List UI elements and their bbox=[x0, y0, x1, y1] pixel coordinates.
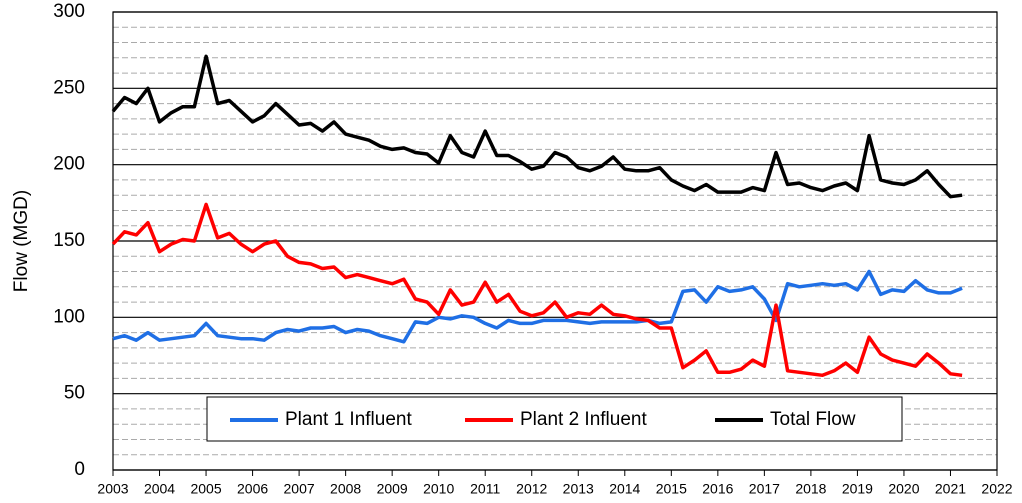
x-tick-label: 2011 bbox=[470, 481, 500, 497]
x-tick-label: 2022 bbox=[981, 481, 1012, 497]
y-tick-label: 50 bbox=[64, 383, 85, 404]
line bbox=[111, 202, 963, 378]
y-tick-label: 0 bbox=[74, 459, 85, 480]
x-tick-label: 2020 bbox=[888, 481, 919, 497]
x-tick-label: 2005 bbox=[190, 481, 221, 497]
x-tick-label: 2004 bbox=[144, 481, 175, 497]
x-tick-label: 2009 bbox=[377, 481, 408, 497]
line bbox=[112, 269, 963, 344]
y-tick-label: 250 bbox=[53, 77, 85, 98]
legend-label: Plant 1 Influent bbox=[285, 409, 412, 430]
y-axis-label: Flow (MGD) bbox=[11, 190, 32, 292]
plot-frame bbox=[112, 11, 998, 471]
x-tick-label: 2007 bbox=[284, 481, 315, 497]
x-tick-label: 2006 bbox=[237, 481, 268, 497]
x-tick-label: 2008 bbox=[330, 481, 361, 497]
legend-label: Plant 2 Influent bbox=[520, 409, 647, 430]
x-tick-label: 2017 bbox=[749, 481, 780, 497]
y-tick-label: 100 bbox=[53, 306, 85, 327]
x-tick-label: 2016 bbox=[702, 481, 733, 497]
legend-label: Total Flow bbox=[770, 409, 856, 430]
x-tick-label: 2018 bbox=[795, 481, 826, 497]
x-tick-label: 2012 bbox=[516, 481, 547, 497]
x-tick-label: 2019 bbox=[842, 481, 873, 497]
x-tick-label: 2010 bbox=[423, 481, 454, 497]
x-tick-label: 2003 bbox=[97, 481, 128, 497]
y-tick-label: 150 bbox=[53, 230, 85, 251]
x-tick-label: 2013 bbox=[563, 481, 594, 497]
legend: Plant 1 Influent Plant 2 Influent Total Fl… bbox=[206, 396, 903, 442]
line bbox=[111, 54, 963, 199]
y-tick-label: 200 bbox=[53, 154, 85, 175]
legend-box bbox=[206, 396, 903, 442]
x-tick-label: 2021 bbox=[935, 481, 966, 497]
y-tick-label: 300 bbox=[53, 1, 85, 22]
x-tick-label: 2014 bbox=[609, 481, 640, 497]
x-tick-label: 2015 bbox=[656, 481, 687, 497]
